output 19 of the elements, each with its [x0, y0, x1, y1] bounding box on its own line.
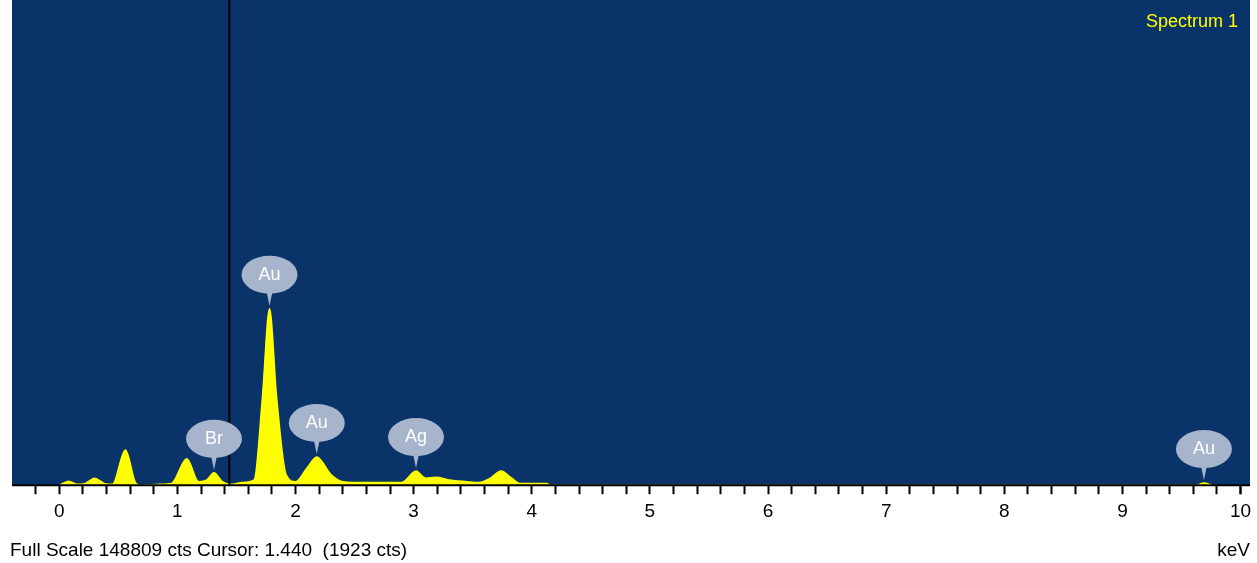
- x-tick-label: 4: [526, 499, 538, 521]
- annotation: Br: [205, 427, 224, 448]
- x-tick-label: 5: [644, 499, 656, 521]
- chart-title: Spectrum 1: [1145, 10, 1238, 31]
- x-tick-label: 7: [880, 499, 892, 521]
- annotation: Ag: [404, 426, 428, 447]
- x-tick-label: 10: [1229, 499, 1252, 521]
- x-tick-label: 3: [408, 499, 419, 521]
- text: Full Scale 148809 cts Cursor: 1.440 (1923 cts): [10, 539, 408, 560]
- annotation: Au: [305, 411, 328, 432]
- x-tick-label: 1: [172, 499, 183, 521]
- x-tick-label: 8: [999, 499, 1010, 521]
- x-tick-label: 0: [53, 499, 65, 521]
- x-tick-label: 6: [762, 499, 774, 521]
- x-tick-label: 2: [290, 499, 301, 521]
- x-axis-title: keV: [1217, 539, 1251, 560]
- annotation: Au: [1192, 438, 1215, 459]
- annotation: Au: [258, 263, 281, 284]
- x-tick-label: 9: [1117, 499, 1128, 521]
